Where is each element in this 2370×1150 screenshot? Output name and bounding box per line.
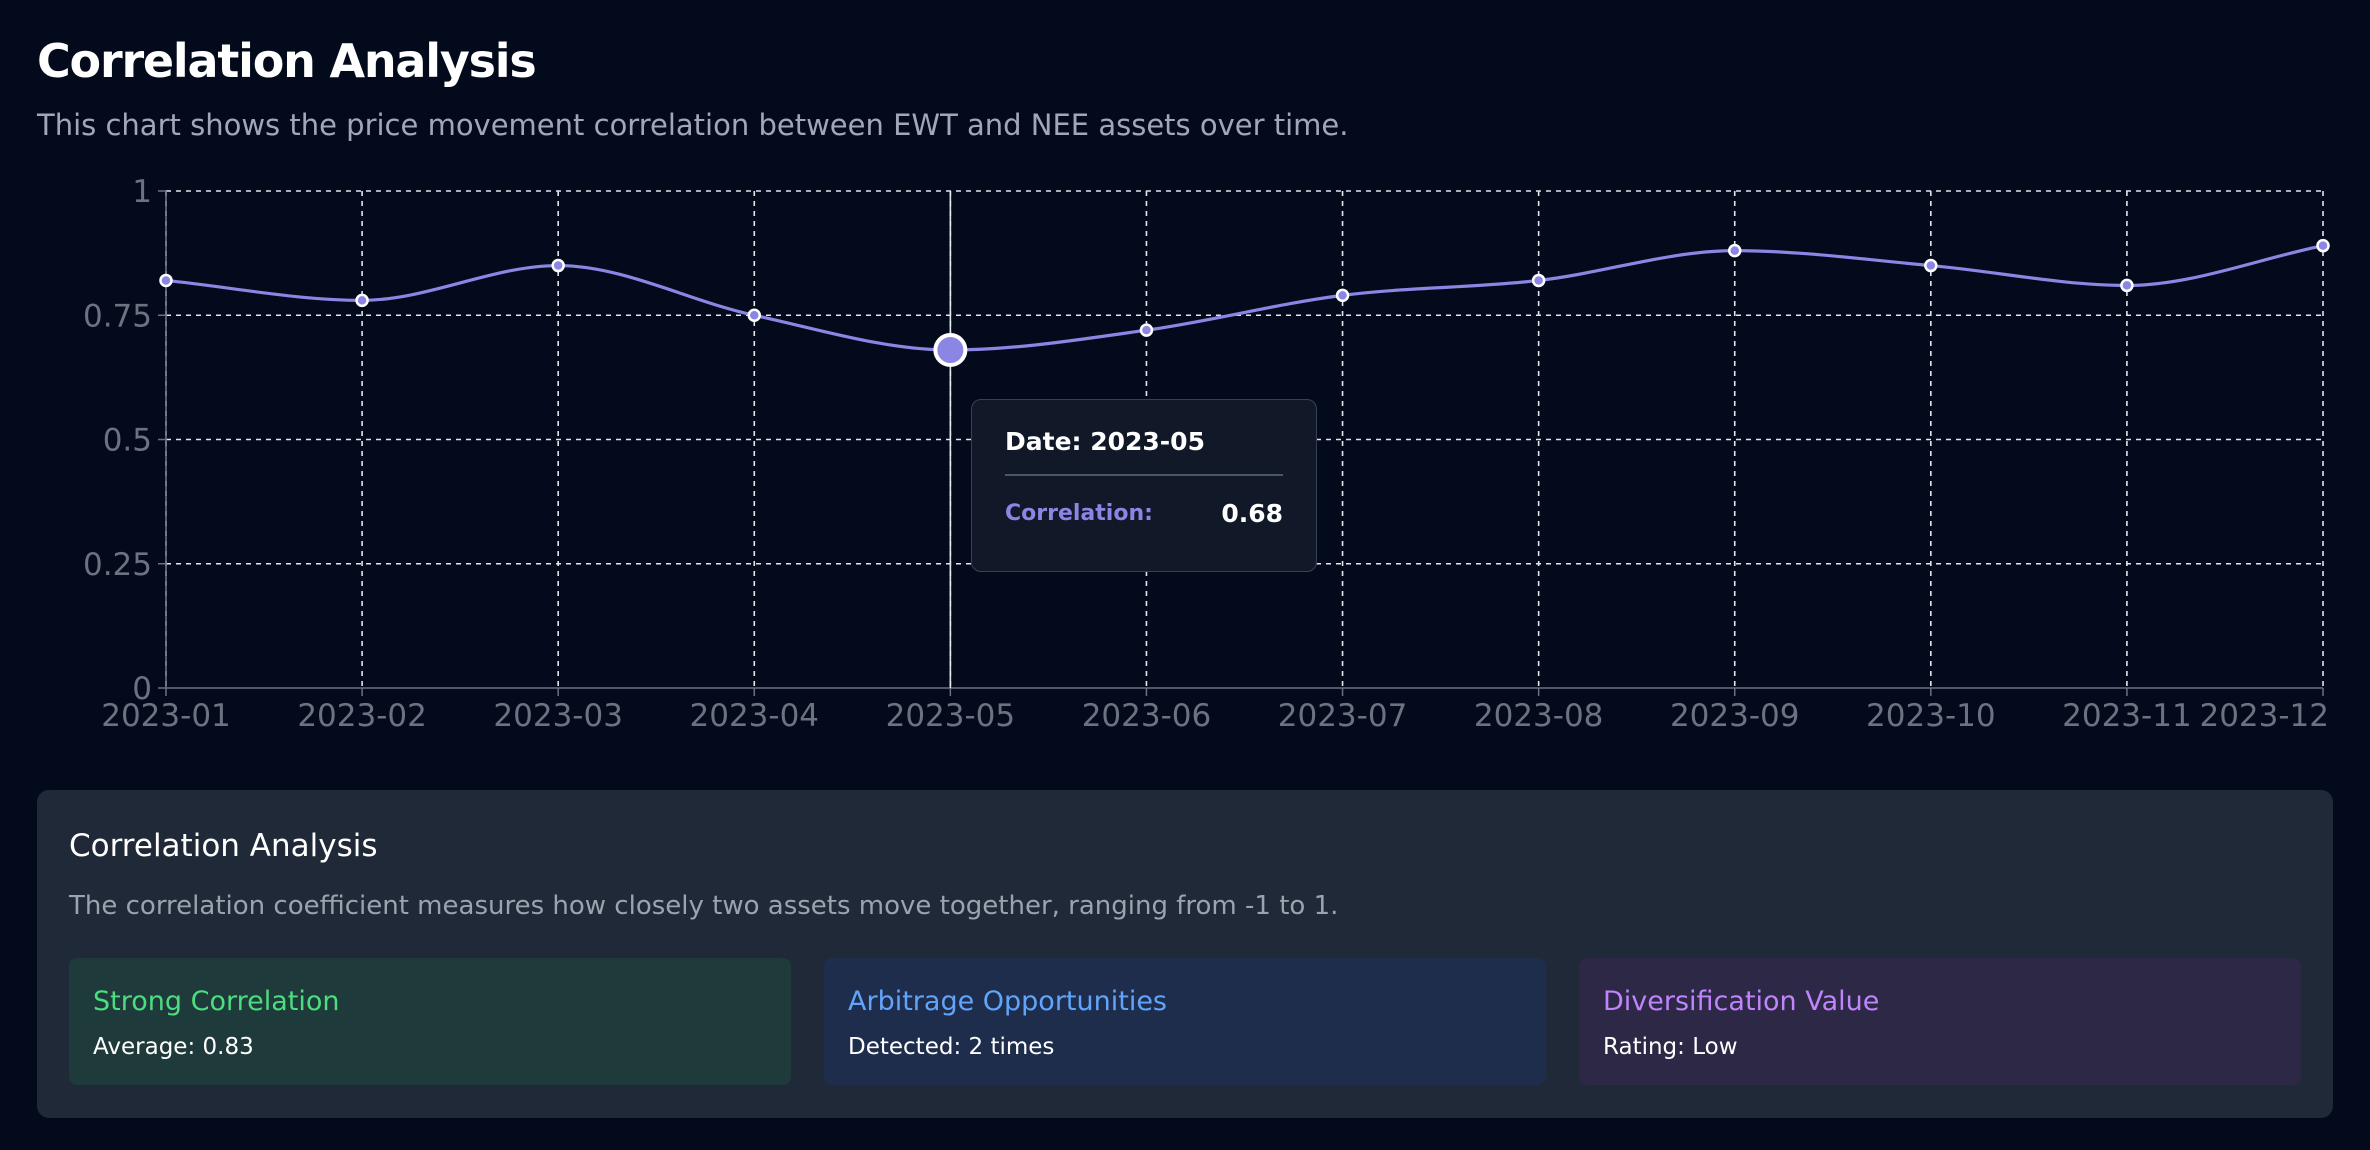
correlation-line-chart[interactable]: 00.250.50.751 2023-01 2023-02 2023-03 2023-… — [0, 170, 2370, 750]
x-tick-label: 2023-01 — [101, 698, 231, 734]
x-tick-label: 2023-04 — [690, 698, 820, 734]
data-point — [1531, 273, 1546, 288]
metric-title: Strong Correlation — [93, 986, 340, 1017]
series-correlation — [165, 244, 2324, 352]
y-tick-label: 0.25 — [83, 547, 152, 583]
tooltip-divider — [1005, 474, 1283, 476]
data-point — [2316, 238, 2330, 253]
data-point — [1139, 323, 1154, 337]
metric-text: Detected: 2 times — [848, 1034, 1055, 1060]
x-axis-ticks: 2023-01 2023-02 2023-03 2023-04 2023-05 2023-… — [101, 688, 2329, 734]
data-point — [1924, 258, 1938, 273]
x-tick-label: 2023-06 — [1082, 698, 1212, 734]
page-subtitle: This chart shows the price movement corr… — [37, 108, 1349, 142]
x-tick-label: 2023-05 — [886, 698, 1016, 734]
y-tick-label: 1 — [132, 174, 152, 210]
y-tick-label: 0.5 — [103, 423, 152, 459]
x-tick-label: 2023-10 — [1866, 698, 1996, 734]
chart-tooltip: Date: 2023-05 Correlation: 0.68 — [971, 399, 1317, 572]
data-points — [159, 238, 2330, 368]
tooltip-series-label: Correlation: — [1005, 501, 1153, 526]
analysis-card: Correlation Analysis The correlation coe… — [37, 790, 2333, 1118]
data-point — [551, 258, 565, 273]
x-tick-label: 2023-12 — [2199, 698, 2329, 734]
metric-title: Diversification Value — [1603, 986, 1880, 1017]
data-point — [159, 273, 173, 288]
data-point — [1335, 288, 1350, 303]
x-tick-label: 2023-11 — [2062, 698, 2192, 734]
analysis-description: The correlation coefficient measures how… — [69, 891, 1339, 921]
data-point — [747, 308, 762, 322]
metric-text: Average: 0.83 — [93, 1034, 254, 1060]
data-point — [2120, 278, 2134, 293]
metric-diversification-value: Diversification Value Rating: Low — [1579, 958, 2301, 1085]
analysis-title: Correlation Analysis — [69, 828, 378, 864]
x-tick-label: 2023-07 — [1278, 698, 1408, 734]
tooltip-date: Date: 2023-05 — [1005, 427, 1205, 456]
data-point-active — [933, 333, 968, 368]
data-point — [355, 293, 369, 308]
x-tick-label: 2023-08 — [1474, 698, 1604, 734]
y-tick-label: 0.75 — [83, 298, 152, 334]
metric-arbitrage-opportunities: Arbitrage Opportunities Detected: 2 time… — [824, 958, 1546, 1085]
x-tick-label: 2023-09 — [1670, 698, 1800, 734]
tooltip-value: 0.68 — [1221, 499, 1283, 528]
chart-container: 0 0.25 0.5 0.75 1 2023-01 2023-02 2023-03 2023-… — [0, 170, 2370, 750]
x-tick-label: 2023-02 — [297, 698, 427, 734]
y-tick-label: 0 — [132, 671, 152, 707]
y-axis-ticks: 0 0.25 0.5 0.75 1 — [83, 174, 166, 707]
data-point — [1727, 243, 1742, 258]
metric-strong-correlation: Strong Correlation Average: 0.83 — [69, 958, 791, 1085]
metric-text: Rating: Low — [1603, 1034, 1738, 1060]
series-line — [165, 244, 2324, 352]
page-title: Correlation Analysis — [37, 34, 537, 88]
x-tick-label: 2023-03 — [493, 698, 623, 734]
metric-title: Arbitrage Opportunities — [848, 986, 1168, 1017]
